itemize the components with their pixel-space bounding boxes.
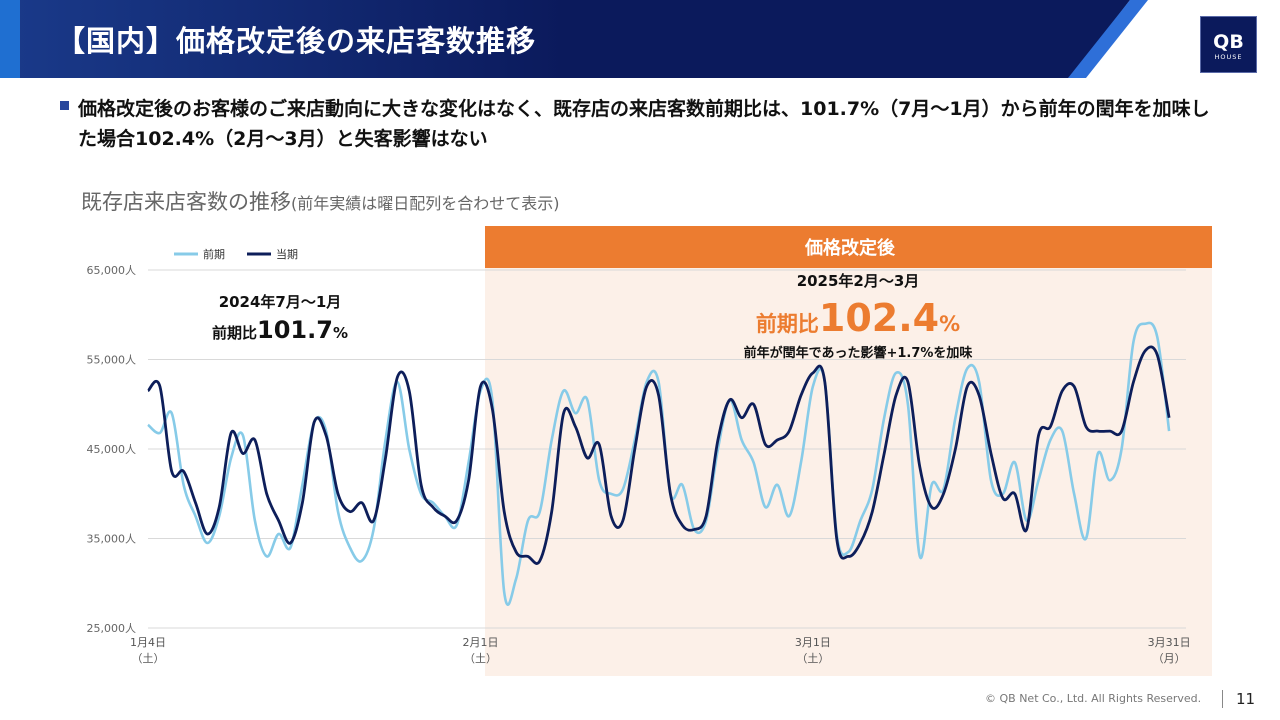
before-ratio-unit: %: [333, 324, 348, 342]
x-axis-ticks: 1月4日 （土） 2月1日 （土） 3月1日 （土） 3月31日 （月）: [130, 636, 1191, 665]
before-period-label: 2024年7月～1月: [219, 293, 342, 311]
x-tick-label: 1月4日: [130, 636, 166, 649]
y-tick-label: 65,000人: [87, 264, 137, 277]
summary-text: 価格改定後のお客様のご来店動向に大きな変化はなく、既存店の来店客数前期比は、10…: [78, 98, 1210, 150]
gridlines: [148, 269, 1186, 629]
page-number: 11: [1236, 690, 1256, 708]
y-tick-label: 35,000人: [87, 533, 137, 546]
after-period-note: 前年が閏年であった影響+1.7%を加味: [744, 345, 973, 361]
post-revision-banner: [485, 226, 1212, 268]
before-ratio-value: 101.7: [257, 316, 333, 344]
series-line-curr: [147, 345, 1171, 565]
y-tick-label: 45,000人: [87, 443, 137, 456]
logo-text-bottom: HOUSE: [1214, 53, 1243, 61]
legend: 前期 当期: [174, 247, 298, 261]
x-tick-label: 3月1日: [795, 636, 831, 649]
before-ratio: 前期比101.7%: [212, 316, 348, 344]
chart-heading-main: 既存店来店客数の推移: [81, 190, 291, 214]
y-tick-label: 25,000人: [87, 622, 137, 635]
x-tick-sublabel: （月）: [1153, 652, 1186, 665]
logo-text-top: QB: [1213, 31, 1244, 53]
after-ratio-value: 102.4: [819, 296, 939, 340]
bullet-square: [60, 101, 69, 110]
x-tick-label: 3月31日: [1148, 636, 1191, 649]
footer-divider: [1222, 690, 1223, 708]
after-period-annotation: 2025年2月～3月 前期比102.4% 前年が閏年であった影響+1.7%を加味: [744, 272, 973, 361]
footer-copyright: © QB Net Co., Ltd. All Rights Reserved.: [985, 692, 1202, 705]
series-lines: [147, 321, 1171, 606]
x-tick-sublabel: （土）: [796, 652, 829, 665]
x-tick-sublabel: （土）: [132, 652, 165, 665]
series-line-prev: [147, 321, 1171, 606]
y-axis-ticks: 25,000人 35,000人 45,000人 55,000人 65,000人: [87, 264, 137, 635]
legend-label-curr: 当期: [276, 247, 298, 261]
after-ratio: 前期比102.4%: [756, 296, 960, 340]
before-period-annotation: 2024年7月～1月 前期比101.7%: [212, 293, 348, 344]
y-tick-label: 55,000人: [87, 354, 137, 367]
before-ratio-prefix: 前期比: [212, 324, 257, 342]
post-revision-shade: [485, 226, 1212, 676]
after-period-label: 2025年2月～3月: [797, 272, 920, 290]
chart-heading: 既存店来店客数の推移(前年実績は曜日配列を合わせて表示): [81, 186, 560, 216]
x-tick-sublabel: （土）: [464, 652, 497, 665]
chart-heading-note: (前年実績は曜日配列を合わせて表示): [291, 194, 560, 213]
post-revision-banner-label: 価格改定後: [804, 237, 896, 259]
page-title: 【国内】価格改定後の来店客数推移: [56, 24, 537, 58]
x-tick-label: 2月1日: [462, 636, 498, 649]
after-ratio-prefix: 前期比: [756, 312, 819, 336]
legend-label-prev: 前期: [203, 247, 225, 261]
after-ratio-unit: %: [939, 312, 960, 336]
qb-house-logo: QB HOUSE: [1200, 16, 1257, 73]
header-bar: [0, 0, 1280, 78]
